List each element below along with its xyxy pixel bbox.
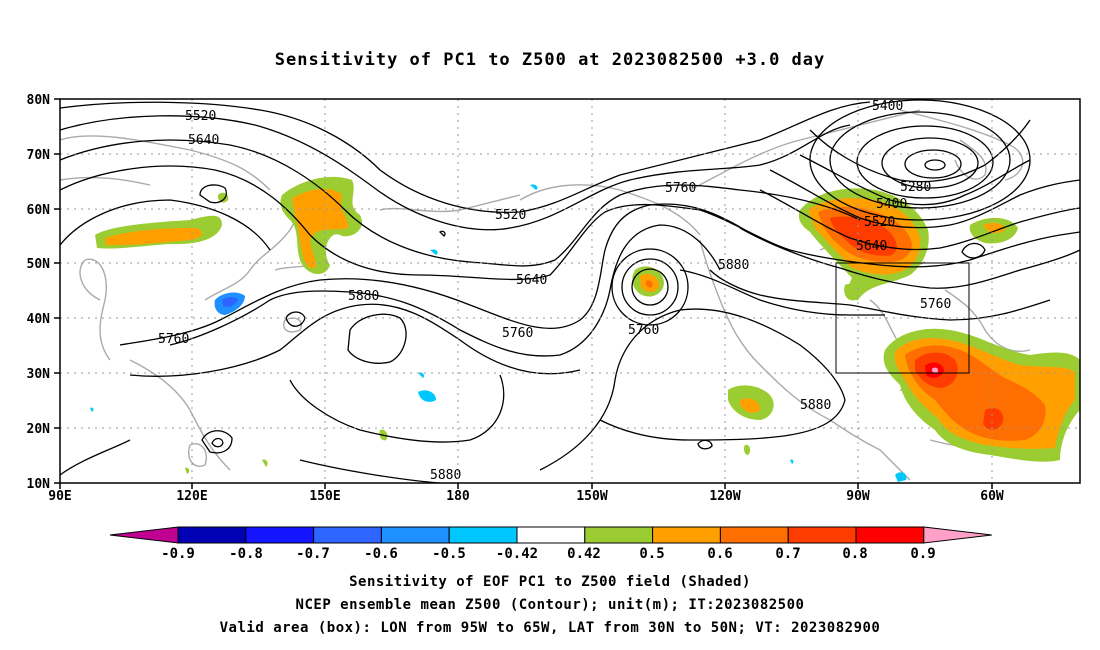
lat-label: 50N (27, 257, 51, 272)
colorbar-label: -0.5 (432, 546, 466, 562)
lon-label: 90E (48, 489, 71, 504)
colorbar-label: 0.42 (567, 546, 601, 562)
colorbar-label: -0.8 (229, 546, 263, 562)
lat-label: 20N (27, 422, 51, 437)
latitude-labels: 80N 70N 60N 50N 40N 30N 20N 10N (27, 93, 51, 492)
lon-label: 150E (309, 489, 340, 504)
colorbar-segment (855, 526, 925, 544)
coastlines (60, 109, 1051, 481)
colorbar-label: 0.5 (639, 546, 664, 562)
lon-label: 120E (176, 489, 207, 504)
lat-label: 70N (27, 148, 51, 163)
colorbar-label: 0.6 (707, 546, 732, 562)
colorbar-segment (380, 526, 450, 544)
contour-label: 5760 (920, 297, 951, 312)
contour-label: 5400 (876, 197, 907, 212)
colorbar-segment (313, 526, 382, 544)
contour-label: 5880 (430, 468, 461, 483)
axis-ticks (54, 98, 993, 489)
contour-label: 5760 (158, 332, 189, 347)
footer-line-2: NCEP ensemble mean Z500 (Contour); unit(… (295, 597, 805, 613)
colorbar-label: -0.9 (161, 546, 195, 562)
contour-label: 5520 (864, 215, 895, 230)
lon-label: 90W (846, 489, 870, 504)
contour-label: 5520 (495, 208, 526, 223)
lon-label: 150W (576, 489, 607, 504)
contour-label: 5400 (872, 99, 903, 114)
lon-label: 120W (709, 489, 740, 504)
colorbar-segment (109, 526, 179, 544)
lat-label: 80N (27, 93, 51, 108)
lat-label: 10N (27, 477, 51, 492)
colorbar-segment (448, 526, 518, 544)
colorbar-segment (245, 526, 315, 544)
colorbar-label: -0.6 (364, 546, 398, 562)
contour-label: 5880 (800, 398, 831, 413)
lat-label: 60N (27, 203, 51, 218)
colorbar-segment (177, 526, 247, 544)
contour-label: 5760 (628, 323, 659, 338)
contour-labels: 5520 5640 5400 5280 5400 5520 5640 5760 … (158, 99, 951, 483)
colorbar-segment (719, 526, 789, 544)
contour-label: 5640 (856, 239, 887, 254)
contour-label: 5760 (665, 181, 696, 196)
colorbar-labels: -0.9 -0.8 -0.7 -0.6 -0.5 -0.42 0.42 0.5 … (161, 546, 936, 562)
lat-label: 30N (27, 367, 51, 382)
contour-label: 5880 (348, 289, 379, 304)
colorbar-label: -0.7 (296, 546, 330, 562)
plot-frame (59, 98, 1081, 484)
colorbar-segment (516, 526, 586, 544)
contour-label: 5520 (185, 109, 216, 124)
z500-contours (60, 99, 1080, 483)
colorbar-segment (584, 526, 654, 544)
grid-lines (60, 99, 1080, 483)
colorbar-label: 0.8 (842, 546, 867, 562)
contour-label: 5280 (900, 180, 931, 195)
contour-label: 5640 (188, 133, 219, 148)
colorbar-segment (652, 526, 721, 544)
lon-label: 180 (446, 489, 470, 504)
colorbar-label: 0.7 (775, 546, 800, 562)
contour-label: 5760 (502, 326, 533, 341)
longitude-labels: 90E 120E 150E 180 150W 120W 90W 60W (48, 489, 1004, 504)
colorbar (109, 526, 992, 544)
lon-label: 60W (980, 489, 1004, 504)
shaded-sensitivity (90, 176, 1080, 482)
colorbar-segment (787, 526, 857, 544)
footer-line-1: Sensitivity of EOF PC1 to Z500 field (Sh… (349, 574, 751, 590)
valid-area-box (835, 262, 970, 374)
colorbar-segment (923, 526, 992, 544)
map-title: Sensitivity of PC1 to Z500 at 2023082500… (274, 50, 826, 70)
colorbar-label: 0.9 (910, 546, 935, 562)
footer-line-3: Valid area (box): LON from 95W to 65W, L… (219, 620, 881, 636)
contour-label: 5880 (718, 258, 749, 273)
colorbar-label: -0.42 (496, 546, 538, 562)
lat-label: 40N (27, 312, 51, 327)
contour-label: 5640 (516, 273, 547, 288)
